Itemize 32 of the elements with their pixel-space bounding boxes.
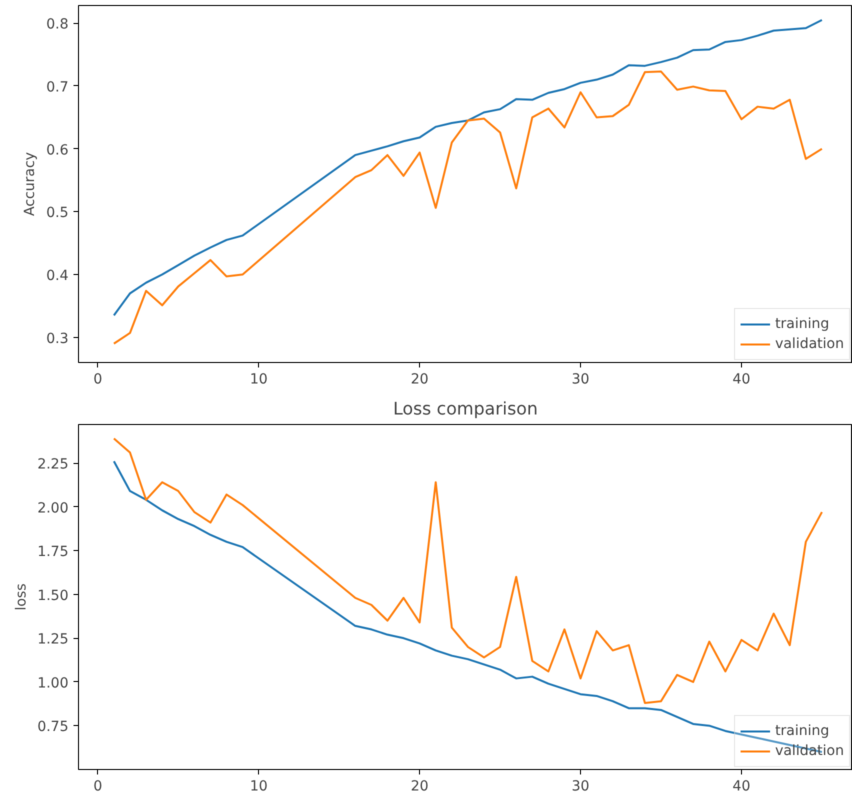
y-tick-label: 0.6: [46, 142, 69, 158]
y-tick-label: 1.25: [37, 632, 68, 648]
y-axis-title: Accuracy: [22, 152, 38, 216]
y-tick-label: 0.8: [46, 16, 68, 33]
y-tick-label: 2.25: [37, 456, 68, 473]
y-tick-label: 0.7: [46, 79, 68, 96]
x-tick-label: 30: [572, 372, 590, 388]
x-tick-label: 40: [732, 778, 750, 794]
line-series: [112, 438, 823, 704]
y-tick-label: 1.00: [37, 675, 68, 692]
line-series: [112, 18, 823, 316]
y-tick-label: 1.50: [37, 588, 68, 604]
legend-label: training: [775, 723, 830, 739]
y-tick-label: 0.5: [46, 205, 68, 222]
y-tick-label: 1.75: [37, 544, 68, 560]
y-tick-label: 0.4: [46, 268, 69, 284]
x-tick-label: 10: [250, 372, 268, 388]
x-tick-label: 0: [93, 778, 102, 794]
x-tick-label: 30: [572, 778, 590, 794]
y-axis-title: loss: [13, 583, 30, 611]
chart-title: Loss comparison: [393, 400, 538, 420]
x-tick-label: 0: [93, 372, 102, 388]
x-tick-label: 20: [410, 778, 429, 794]
y-tick-label: 0.3: [46, 330, 68, 347]
x-tick-label: 20: [410, 372, 429, 388]
y-tick-label: 0.75: [37, 719, 68, 736]
x-tick-label: 40: [732, 372, 750, 388]
x-tick-label: 10: [250, 778, 268, 794]
legend-label: validation: [775, 336, 844, 352]
legend-label: training: [775, 316, 830, 332]
y-tick-label: 2.00: [37, 500, 68, 516]
legend-label: validation: [775, 743, 844, 759]
